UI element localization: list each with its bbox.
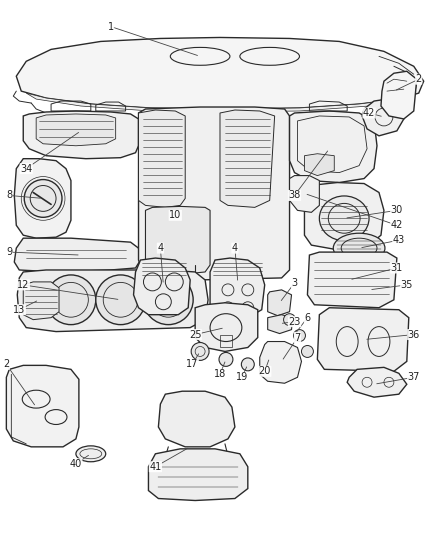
Polygon shape [220,110,275,207]
Ellipse shape [263,351,277,365]
Text: 2: 2 [3,359,10,369]
Text: 9: 9 [6,247,12,257]
Polygon shape [381,71,417,119]
Text: 7: 7 [294,333,300,343]
Polygon shape [36,114,116,146]
Polygon shape [304,154,334,175]
Polygon shape [14,238,141,272]
Ellipse shape [144,275,193,325]
Polygon shape [307,252,397,308]
Polygon shape [7,365,79,447]
Polygon shape [138,110,185,207]
Ellipse shape [301,345,314,358]
Polygon shape [268,314,293,334]
Text: 3: 3 [291,278,297,288]
Ellipse shape [241,358,254,371]
Text: 4: 4 [157,243,163,253]
Text: 35: 35 [401,280,413,290]
Text: 23: 23 [288,317,301,327]
Polygon shape [23,282,59,320]
Text: 36: 36 [408,329,420,340]
Text: 43: 43 [393,235,405,245]
Polygon shape [26,91,414,112]
Ellipse shape [96,275,145,325]
Polygon shape [318,308,409,372]
Text: 17: 17 [186,359,198,369]
Text: 31: 31 [391,263,403,273]
Polygon shape [260,342,301,383]
Text: 18: 18 [214,369,226,379]
Ellipse shape [24,180,62,217]
Text: 6: 6 [304,313,311,322]
Polygon shape [210,258,265,318]
Text: 2: 2 [416,74,422,84]
Polygon shape [290,175,319,212]
Text: 1: 1 [108,21,114,31]
Polygon shape [138,107,290,280]
Polygon shape [14,159,71,238]
Polygon shape [148,449,248,500]
Ellipse shape [293,329,305,342]
Text: 41: 41 [149,462,162,472]
Text: 38: 38 [288,190,300,200]
Text: 20: 20 [258,366,271,376]
Text: 42: 42 [391,220,403,230]
Text: 25: 25 [189,329,201,340]
Polygon shape [16,37,424,109]
Ellipse shape [319,196,369,241]
Ellipse shape [191,343,209,360]
Text: 40: 40 [70,459,82,469]
Text: 34: 34 [20,164,32,174]
Polygon shape [145,206,210,274]
Ellipse shape [283,314,296,326]
Polygon shape [347,367,407,397]
Ellipse shape [76,446,106,462]
Text: 42: 42 [363,108,375,118]
Polygon shape [290,111,377,182]
Polygon shape [362,99,404,136]
Text: 10: 10 [169,211,181,220]
Text: 13: 13 [13,305,25,314]
Text: 4: 4 [232,243,238,253]
Polygon shape [268,290,292,316]
Polygon shape [23,111,138,159]
Text: 37: 37 [408,372,420,382]
Ellipse shape [219,352,233,366]
Polygon shape [134,258,190,314]
Text: 19: 19 [236,372,248,382]
Ellipse shape [46,275,96,325]
Text: 12: 12 [17,280,29,290]
Ellipse shape [333,233,385,263]
Polygon shape [195,303,258,351]
Text: 8: 8 [6,190,12,200]
Polygon shape [304,182,384,250]
Text: 30: 30 [391,205,403,215]
Polygon shape [17,270,208,332]
Polygon shape [159,391,235,447]
